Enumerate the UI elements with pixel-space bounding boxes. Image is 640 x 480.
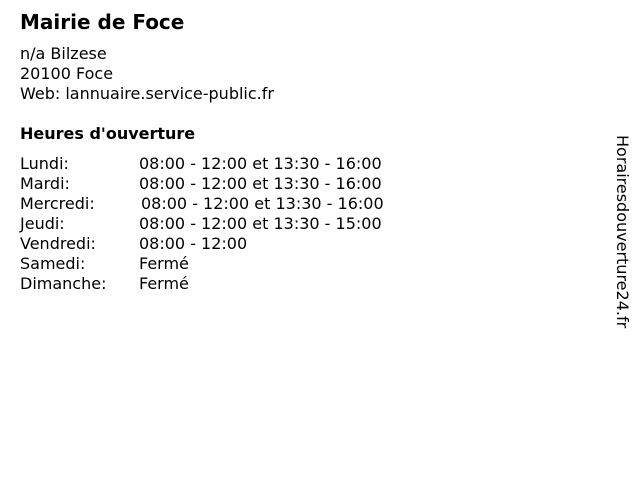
day-hours: 08:00 - 12:00 et 13:30 - 16:00 <box>139 154 382 173</box>
day-hours: Fermé <box>139 254 189 273</box>
day-hours: Fermé <box>139 274 189 293</box>
address-web: Web: lannuaire.service-public.fr <box>20 84 274 103</box>
site-watermark: Horairesdouverture24.fr <box>613 135 632 329</box>
page-title: Mairie de Foce <box>20 10 185 34</box>
day-label: Mercredi: <box>20 194 95 213</box>
day-label: Jeudi: <box>20 214 65 233</box>
day-hours: 08:00 - 12:00 et 13:30 - 16:00 <box>139 174 382 193</box>
day-label: Samedi: <box>20 254 86 273</box>
day-label: Mardi: <box>20 174 70 193</box>
day-label: Dimanche: <box>20 274 107 293</box>
hours-heading: Heures d'ouverture <box>20 124 196 143</box>
address-block: n/a Bilzese 20100 Foce Web: lannuaire.se… <box>20 44 274 104</box>
day-label: Vendredi: <box>20 234 96 253</box>
address-city: 20100 Foce <box>20 64 114 83</box>
day-hours: 08:00 - 12:00 <box>139 234 248 253</box>
day-hours: 08:00 - 12:00 et 13:30 - 15:00 <box>139 214 382 233</box>
day-label: Lundi: <box>20 154 69 173</box>
day-hours: 08:00 - 12:00 et 13:30 - 16:00 <box>141 194 384 213</box>
address-street: n/a Bilzese <box>20 44 107 63</box>
